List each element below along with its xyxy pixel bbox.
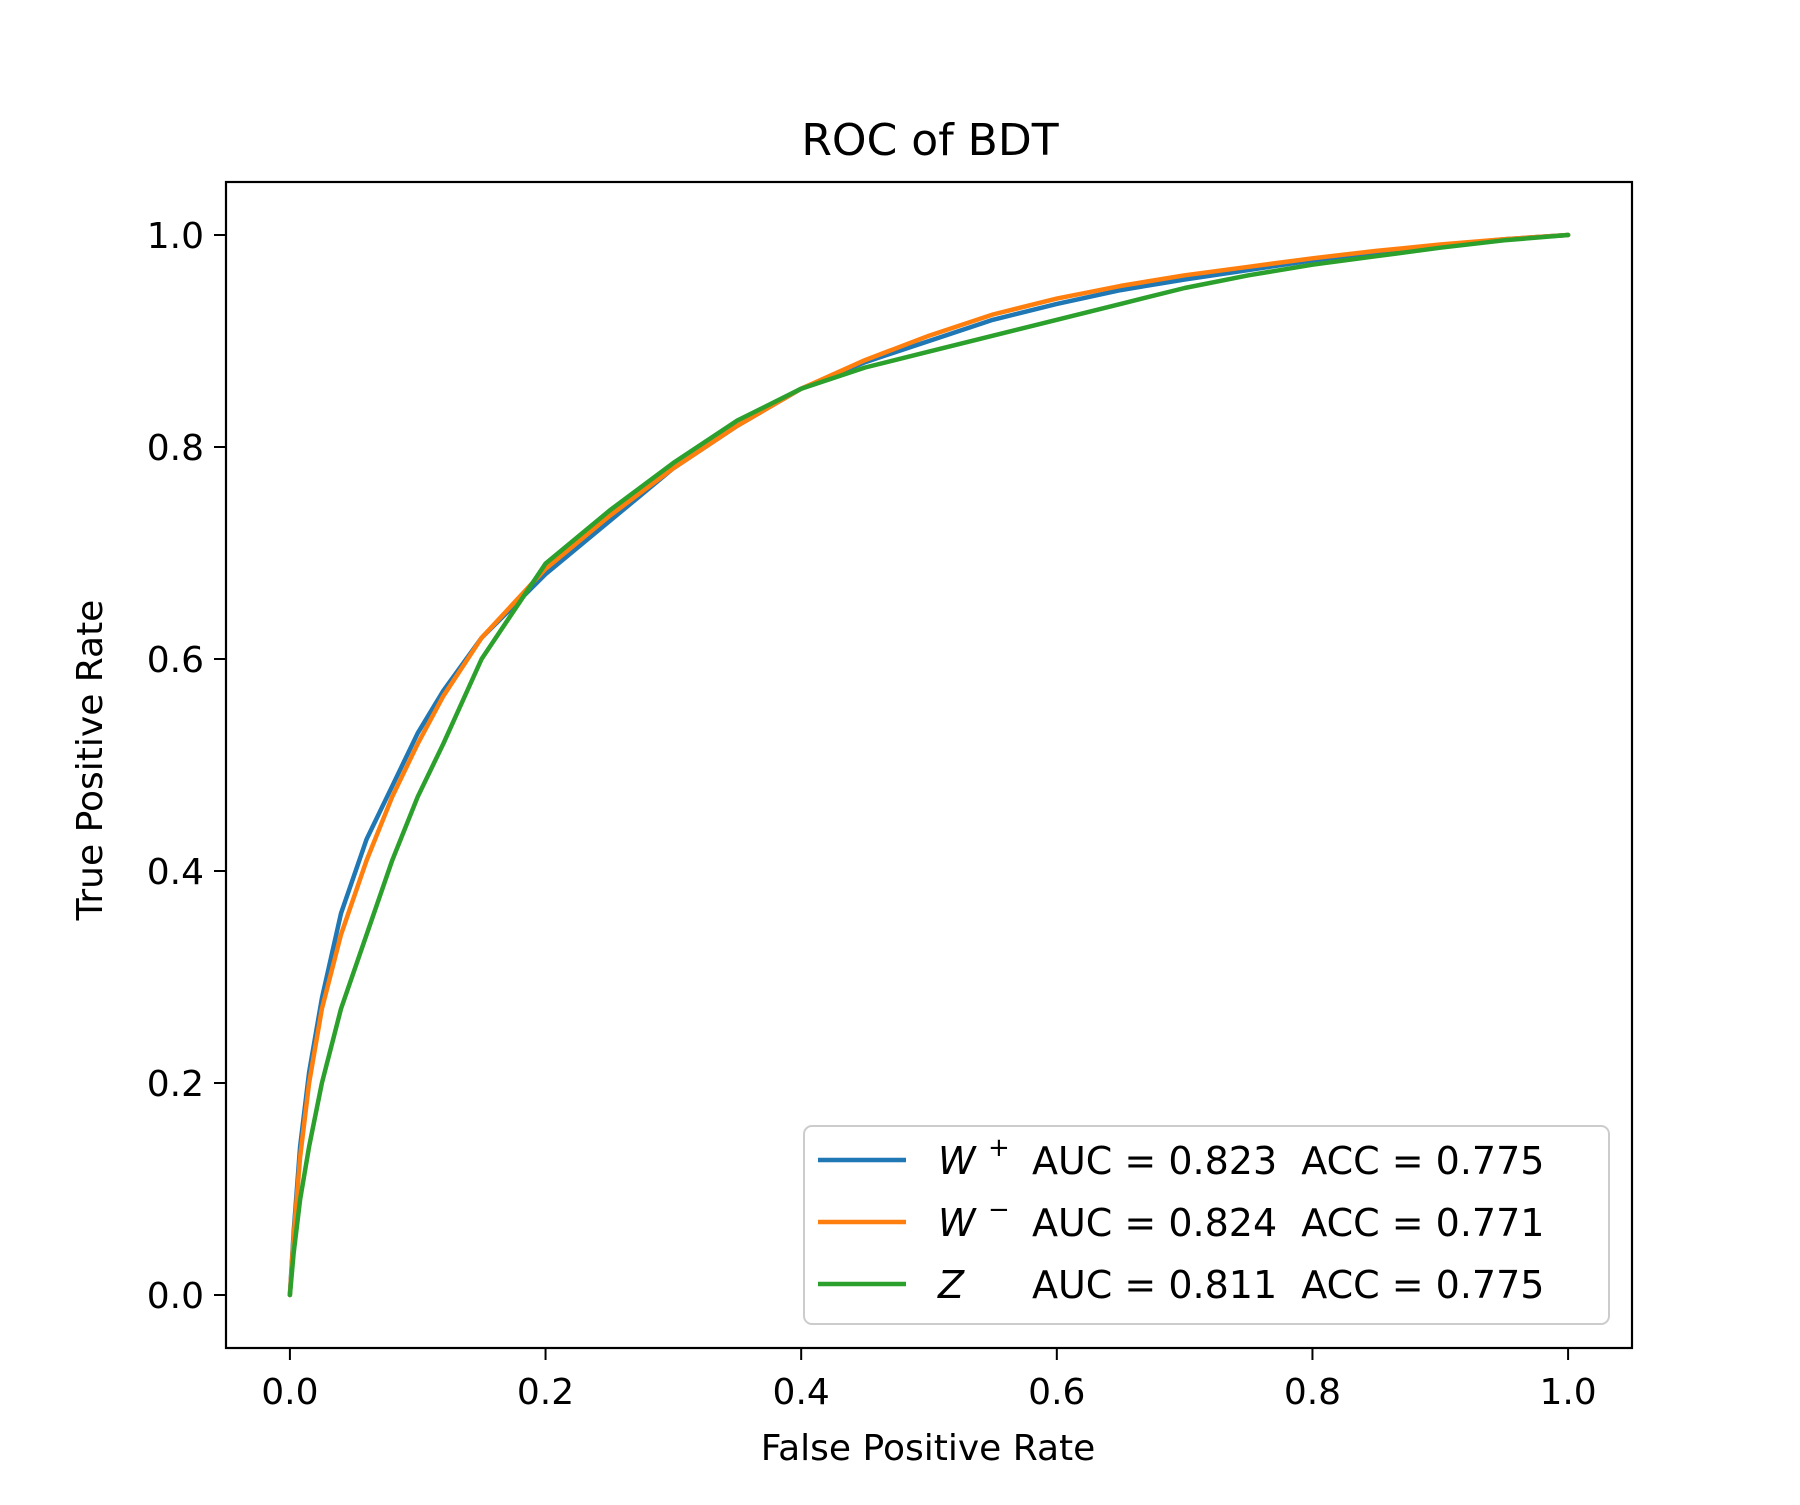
y-tick-label: 0.8 (147, 428, 204, 469)
axis-ticks: 0.0 0.2 0.4 0.6 0.8 1.0 0.0 0.2 0.4 0.6 0.8 1.0 (147, 216, 1597, 1413)
x-tick-label: 0.8 (1284, 1372, 1341, 1413)
y-tick-label: 0.6 (147, 640, 204, 681)
x-tick-label: 0.0 (261, 1372, 318, 1413)
y-axis-label: True Positive Rate (70, 600, 111, 922)
legend-sup-w-plus: + (988, 1133, 1010, 1163)
legend-symbol-z: Z (937, 1263, 965, 1307)
legend: W + AUC = 0.823 ACC = 0.775 W − AUC = 0.… (803, 1125, 1610, 1325)
plot-lines (287, 232, 1571, 1298)
roc-line-w-minus (287, 232, 1571, 1298)
roc-line-z (287, 232, 1571, 1298)
legend-box (803, 1125, 1610, 1325)
plot-frame (224, 180, 1634, 1350)
legend-text-w-minus: AUC = 0.824 ACC = 0.771 (1032, 1201, 1544, 1245)
y-tick-label: 0.0 (147, 1276, 204, 1317)
x-tick-label: 0.6 (1028, 1372, 1085, 1413)
legend-sup-w-minus: − (988, 1195, 1010, 1225)
x-axis-label: False Positive Rate (761, 1428, 1096, 1469)
legend-text-z: AUC = 0.811 ACC = 0.775 (1032, 1263, 1544, 1307)
y-tick-label: 0.2 (147, 1064, 204, 1105)
y-tick-label: 0.4 (147, 852, 204, 893)
chart-title: ROC of BDT (801, 115, 1058, 166)
x-tick-label: 0.4 (773, 1372, 830, 1413)
x-tick-label: 1.0 (1539, 1372, 1596, 1413)
legend-symbol-w-plus: W (938, 1139, 977, 1183)
y-tick-label: 1.0 (147, 216, 204, 257)
legend-text-w-plus: AUC = 0.823 ACC = 0.775 (1032, 1139, 1544, 1183)
x-tick-label: 0.2 (517, 1372, 574, 1413)
legend-symbol-w-minus: W (938, 1201, 977, 1245)
